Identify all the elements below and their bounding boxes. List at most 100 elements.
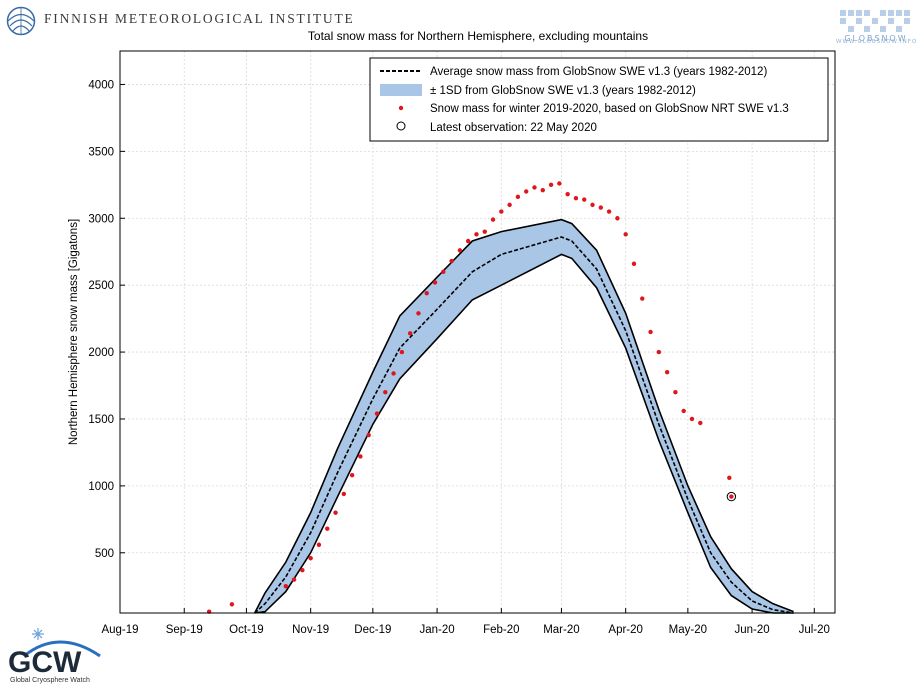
y-tick-label: 3000 <box>88 213 114 225</box>
x-tick-label: Aug-19 <box>101 624 138 636</box>
gcw-logo-icon: GCW <box>8 628 101 676</box>
observation-point <box>590 202 595 208</box>
observation-point <box>631 261 637 266</box>
observation-point <box>565 191 570 197</box>
y-tick-label: 4000 <box>88 79 114 91</box>
observation-point <box>540 187 545 193</box>
observation-point <box>366 432 371 438</box>
observation-point <box>698 420 703 426</box>
sd-upper-line <box>253 218 794 614</box>
observation-point <box>681 408 686 414</box>
legend-swatch-band <box>380 84 422 96</box>
observation-point <box>474 232 479 237</box>
x-tick-label: Sep-19 <box>166 624 203 636</box>
observation-point <box>407 331 413 336</box>
observation-point <box>449 258 454 264</box>
sd-band-area <box>254 219 794 613</box>
y-tick-label: 2500 <box>88 280 114 292</box>
x-tick-label: Dec-19 <box>354 624 391 636</box>
observation-point <box>557 181 562 186</box>
x-tick-label: Apr-20 <box>608 624 643 636</box>
observation-point <box>573 195 579 201</box>
observation-point <box>507 202 512 208</box>
observation-point <box>490 217 496 222</box>
x-tick-label: Jan-20 <box>420 624 455 636</box>
observation-point <box>349 472 355 478</box>
y-tick-label: 2000 <box>88 347 114 359</box>
y-axis-label: Northern Hemisphere snow mass [Gigatons] <box>68 219 80 445</box>
fmi-logo-icon <box>6 6 36 36</box>
sd-lower-line <box>254 253 794 614</box>
x-tick-label: May-20 <box>669 624 707 636</box>
globsnow-logo-icon: GLOBSNOW <box>840 10 910 43</box>
observation-point <box>465 238 471 244</box>
observation-point <box>482 229 487 234</box>
observation-point <box>374 411 380 416</box>
observation-point <box>640 296 645 301</box>
observation-point <box>656 349 662 355</box>
latest-observation-point <box>729 494 734 499</box>
observation-point <box>432 280 438 285</box>
gcw-name: Global Cryosphere Watch <box>10 677 90 684</box>
x-tick-label: Jul-20 <box>799 624 830 636</box>
observation-point <box>308 555 313 561</box>
legend-swatch-latest <box>396 121 406 131</box>
observation-point <box>499 209 504 214</box>
observation-point <box>515 194 521 200</box>
y-tick-label: 1500 <box>88 414 114 426</box>
observation-point <box>673 390 678 395</box>
institute-name: FINNISH METEOROLOGICAL INSTITUTE <box>44 11 355 26</box>
globsnow-url: WWW.GLOBSNOW.INFO <box>836 39 918 45</box>
x-tick-label: Mar-20 <box>543 624 579 636</box>
y-tick-label: 3500 <box>88 146 114 158</box>
globsnow-brand: GLOBSNOW <box>844 34 907 43</box>
x-axis-ticks: Aug-19 Sep-19 Oct-19 Nov-19 Dec-19 Jan-20 Feb-… <box>101 608 830 636</box>
legend-entry-points: Snow mass for winter 2019-2020, based on… <box>430 103 789 115</box>
legend: Average snow mass from GlobSnow SWE v1.3… <box>369 57 829 142</box>
legend-swatch-points <box>398 105 404 111</box>
sd-band <box>253 218 794 614</box>
gcw-brand: GCW <box>8 646 82 676</box>
observation-point <box>457 248 463 253</box>
plot-frame <box>119 50 836 614</box>
y-axis-ticks: 500 1000 1500 2000 2500 3000 3500 4000 <box>88 79 125 560</box>
observation-point <box>727 475 732 481</box>
observation-point <box>300 567 305 573</box>
x-tick-label: Jun-20 <box>735 624 770 636</box>
observation-point <box>524 189 529 194</box>
x-tick-label: Oct-19 <box>229 624 264 636</box>
observation-point <box>424 290 429 296</box>
x-tick-label: Feb-20 <box>483 624 519 636</box>
observation-point <box>383 390 388 395</box>
observation-point <box>615 216 620 221</box>
observation-point <box>441 269 446 274</box>
observation-point <box>399 349 405 355</box>
observation-point <box>598 205 604 210</box>
x-tick-label: Nov-19 <box>292 624 329 636</box>
observation-point <box>341 491 347 497</box>
observation-point <box>664 369 670 375</box>
observation-point <box>648 329 653 335</box>
observation-point <box>358 454 363 459</box>
observation-point <box>291 577 297 582</box>
observation-point <box>229 602 235 607</box>
observation-point <box>283 584 288 589</box>
y-tick-label: 1000 <box>88 481 114 493</box>
mean-line <box>254 236 794 614</box>
legend-box <box>369 57 829 142</box>
observation-point <box>623 232 628 237</box>
observation-point <box>316 542 322 547</box>
observation-point <box>391 371 396 376</box>
observation-point <box>416 311 421 316</box>
legend-entry-latest: Latest observation: 22 May 2020 <box>430 122 597 134</box>
observation-point <box>548 182 554 188</box>
mean-series-line <box>254 236 794 614</box>
y-tick-label: 500 <box>95 548 114 560</box>
legend-entry-band: ± 1SD from GlobSnow SWE v1.3 (years 1982… <box>430 85 696 97</box>
chart-title: Total snow mass for Northern Hemisphere,… <box>308 29 648 43</box>
latest-observation-marker <box>726 491 737 502</box>
observation-point <box>582 197 587 202</box>
observation-point <box>606 209 612 214</box>
observation-point <box>333 510 338 515</box>
